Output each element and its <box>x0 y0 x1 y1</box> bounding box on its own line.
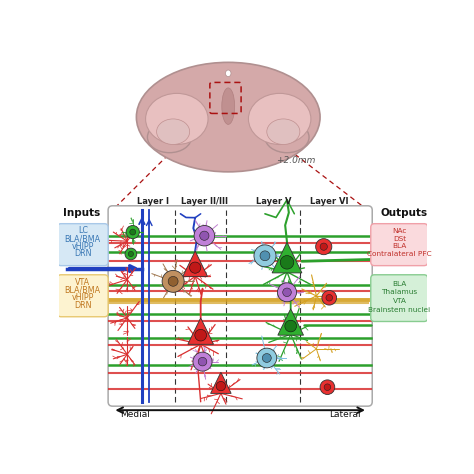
Circle shape <box>326 294 333 301</box>
Ellipse shape <box>147 122 191 153</box>
Circle shape <box>194 226 215 246</box>
Ellipse shape <box>226 70 231 77</box>
Text: +2.0mm: +2.0mm <box>276 156 315 165</box>
Circle shape <box>130 229 136 235</box>
Text: Outputs: Outputs <box>380 208 428 218</box>
Circle shape <box>254 245 276 267</box>
Ellipse shape <box>222 88 235 124</box>
Text: Inputs: Inputs <box>64 208 100 218</box>
Text: NAc: NAc <box>392 228 407 234</box>
Ellipse shape <box>156 119 190 145</box>
Text: VTA: VTA <box>75 278 91 287</box>
Text: Medial: Medial <box>120 410 150 419</box>
FancyBboxPatch shape <box>371 224 428 265</box>
Circle shape <box>316 238 332 255</box>
Polygon shape <box>210 372 231 393</box>
FancyBboxPatch shape <box>108 206 372 406</box>
Text: Layer II/III: Layer II/III <box>181 197 228 206</box>
Circle shape <box>257 348 277 368</box>
Circle shape <box>195 329 207 341</box>
Circle shape <box>198 357 207 366</box>
Text: Thalamus: Thalamus <box>382 289 418 295</box>
Ellipse shape <box>146 93 208 145</box>
Circle shape <box>162 270 184 292</box>
Text: DSt: DSt <box>393 236 406 242</box>
Circle shape <box>277 283 297 302</box>
Circle shape <box>193 352 212 371</box>
Circle shape <box>190 262 201 273</box>
Circle shape <box>283 288 292 297</box>
Ellipse shape <box>137 63 320 172</box>
Text: Lateral: Lateral <box>329 410 360 419</box>
FancyBboxPatch shape <box>371 275 428 321</box>
Circle shape <box>285 320 297 332</box>
Text: VTA: VTA <box>392 298 406 304</box>
Text: BLA: BLA <box>392 243 407 249</box>
Polygon shape <box>278 309 303 335</box>
Ellipse shape <box>267 119 300 145</box>
Polygon shape <box>188 318 213 344</box>
Circle shape <box>260 251 270 261</box>
Text: Layer I: Layer I <box>137 197 169 206</box>
Ellipse shape <box>265 122 309 153</box>
Text: DRN: DRN <box>74 301 91 310</box>
Circle shape <box>200 231 209 240</box>
Circle shape <box>320 380 335 394</box>
Text: Layer VI: Layer VI <box>310 197 348 206</box>
Circle shape <box>128 251 134 256</box>
Circle shape <box>280 255 294 269</box>
Text: vHIPP: vHIPP <box>72 242 94 251</box>
Text: BLA/BMA: BLA/BMA <box>64 285 101 294</box>
Circle shape <box>262 354 271 363</box>
Circle shape <box>126 226 139 238</box>
Circle shape <box>324 384 331 391</box>
Text: DRN: DRN <box>74 249 91 258</box>
Circle shape <box>320 243 328 250</box>
Text: Contralateral PFC: Contralateral PFC <box>367 251 432 257</box>
Text: vHIPP: vHIPP <box>72 293 94 302</box>
FancyBboxPatch shape <box>57 224 108 265</box>
Polygon shape <box>272 242 302 273</box>
Text: BLA: BLA <box>392 281 407 286</box>
Text: Brainstem nuclei: Brainstem nuclei <box>368 307 430 313</box>
Text: BLA/BMA: BLA/BMA <box>64 234 101 243</box>
Text: LC: LC <box>78 227 88 236</box>
Circle shape <box>125 248 137 260</box>
Circle shape <box>216 382 226 391</box>
Circle shape <box>322 291 337 305</box>
FancyBboxPatch shape <box>57 275 108 317</box>
Polygon shape <box>183 251 208 276</box>
Text: Layer V: Layer V <box>256 197 292 206</box>
Circle shape <box>168 276 178 286</box>
Ellipse shape <box>248 93 311 145</box>
